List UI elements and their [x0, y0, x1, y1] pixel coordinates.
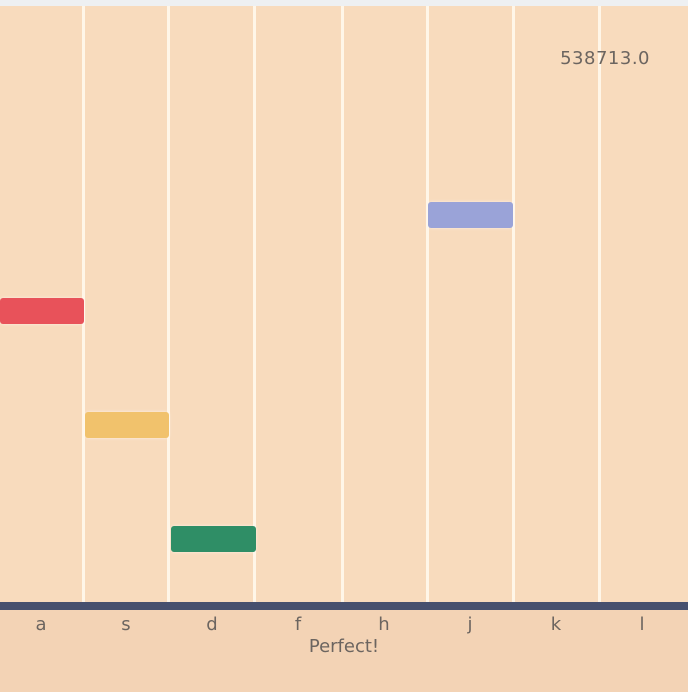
lane-divider	[167, 6, 170, 692]
hit-feedback-text: Perfect!	[308, 636, 380, 657]
note-lane-s	[85, 412, 169, 438]
key-label-j[interactable]: j	[467, 614, 473, 635]
lane-divider	[598, 6, 601, 692]
key-label-strip	[0, 610, 688, 692]
top-bar	[0, 0, 688, 6]
hit-line	[0, 602, 688, 610]
lane-divider	[426, 6, 429, 692]
note-lane-a	[0, 298, 84, 324]
score-display: 538713.0	[560, 48, 650, 69]
key-label-k[interactable]: k	[550, 614, 562, 635]
note-lane-d	[171, 526, 256, 552]
key-label-l[interactable]: l	[639, 614, 645, 635]
key-label-d[interactable]: d	[206, 614, 218, 635]
lane-divider	[341, 6, 344, 692]
note-lane-j	[428, 202, 513, 228]
key-label-h[interactable]: h	[378, 614, 390, 635]
lane-divider	[253, 6, 256, 692]
lane-divider	[512, 6, 515, 692]
key-label-s[interactable]: s	[121, 614, 131, 635]
lane-divider	[82, 6, 85, 692]
key-label-a[interactable]: a	[35, 614, 47, 635]
key-label-f[interactable]: f	[294, 614, 302, 635]
